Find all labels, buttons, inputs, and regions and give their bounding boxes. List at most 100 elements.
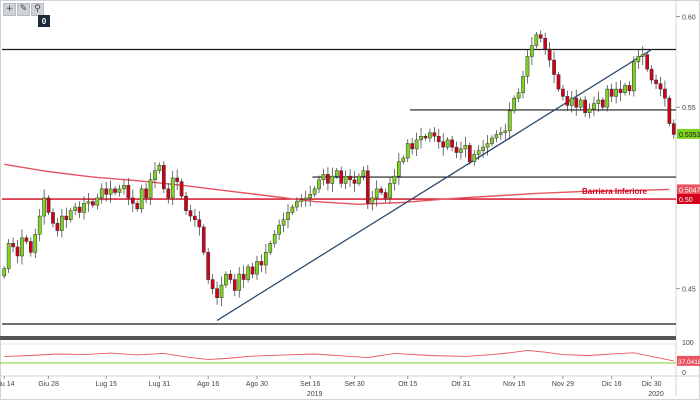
candle	[587, 108, 592, 113]
candle	[51, 212, 55, 224]
oscillator-tick-label: 100	[682, 340, 694, 347]
candle	[534, 34, 539, 46]
candle	[42, 197, 46, 217]
candle	[153, 170, 157, 181]
y-tick-label: 0.60	[682, 15, 696, 22]
candle	[476, 150, 481, 155]
candle	[609, 88, 614, 97]
candle	[454, 146, 459, 153]
candle	[130, 197, 135, 204]
candle	[645, 54, 650, 70]
candle	[428, 132, 432, 139]
candle	[485, 143, 490, 148]
candle	[481, 146, 485, 152]
pane-divider	[0, 336, 676, 340]
candle	[379, 188, 383, 193]
candle	[259, 261, 264, 266]
candle	[157, 165, 162, 171]
candle	[232, 279, 237, 291]
candle	[135, 203, 140, 210]
candle	[250, 266, 255, 275]
candle	[330, 175, 335, 184]
x-tick-label: Dic 30	[642, 381, 662, 388]
candle	[388, 183, 392, 199]
candle	[365, 170, 370, 204]
candle	[321, 174, 326, 181]
price-tag-label: 0.5047	[679, 187, 700, 194]
candle	[263, 252, 268, 266]
x-year-label: 2020	[648, 391, 664, 398]
candle	[326, 174, 330, 184]
candle	[614, 88, 618, 97]
candle	[104, 188, 109, 195]
candle	[405, 143, 410, 159]
candle	[530, 45, 534, 57]
barrier-annotation: Barriera Inferiore	[582, 187, 647, 196]
x-year-label: 2019	[307, 391, 323, 398]
candle	[99, 188, 104, 199]
candle	[671, 123, 676, 135]
chart-toolbar: + ✎ ⚲	[3, 3, 44, 16]
candle	[241, 273, 246, 280]
trendline	[216, 48, 652, 321]
oscillator-tag	[677, 355, 700, 366]
candle	[423, 136, 428, 139]
candle	[414, 139, 419, 150]
candle	[467, 145, 472, 162]
candle	[632, 61, 636, 92]
candle	[538, 34, 543, 39]
candle	[649, 68, 654, 81]
candle	[184, 195, 188, 211]
candle	[255, 261, 259, 275]
candle	[68, 210, 73, 220]
candle	[6, 243, 11, 269]
magnifier-icon[interactable]: ⚲	[31, 3, 44, 16]
candle	[654, 79, 658, 84]
candle	[392, 175, 397, 184]
candle	[95, 197, 100, 206]
x-tick-label: Nov 15	[503, 381, 525, 388]
candle	[450, 139, 454, 148]
candle	[556, 74, 561, 90]
price-tag	[677, 184, 700, 195]
candle	[499, 132, 503, 135]
y-tick-label: 0.45	[682, 287, 696, 294]
candle	[20, 237, 24, 257]
candle	[126, 184, 131, 199]
candle	[623, 85, 627, 93]
x-tick-label: Giu 14	[0, 381, 15, 388]
candle	[516, 92, 521, 99]
candle	[122, 184, 126, 190]
candle	[312, 188, 317, 195]
candle	[357, 175, 361, 184]
candle	[77, 206, 82, 213]
candle	[308, 194, 313, 199]
oscillator-tag-label: 37.0418	[678, 359, 700, 366]
price-tag	[677, 128, 700, 139]
candle	[592, 103, 596, 110]
candle	[28, 241, 33, 253]
candle	[268, 243, 273, 253]
candle	[290, 206, 295, 213]
candle	[600, 99, 605, 108]
candle	[618, 88, 623, 93]
pencil-icon[interactable]: ✎	[17, 3, 30, 16]
candle	[494, 134, 499, 139]
candle	[419, 136, 423, 141]
candle	[272, 233, 277, 244]
candle	[295, 201, 299, 208]
candle	[46, 197, 51, 213]
candle	[317, 179, 321, 190]
candle	[640, 54, 645, 57]
x-tick-label: Set 16	[300, 381, 320, 388]
candle	[432, 132, 437, 137]
drawing-counter-badge: 0	[38, 15, 50, 27]
candle	[663, 88, 667, 99]
candle	[658, 83, 663, 90]
candle	[543, 38, 548, 50]
candle	[82, 203, 86, 213]
x-tick-label: Giu 28	[38, 381, 59, 388]
candle	[144, 188, 148, 199]
crosshair-icon[interactable]: +	[3, 3, 16, 16]
candle	[201, 226, 206, 253]
